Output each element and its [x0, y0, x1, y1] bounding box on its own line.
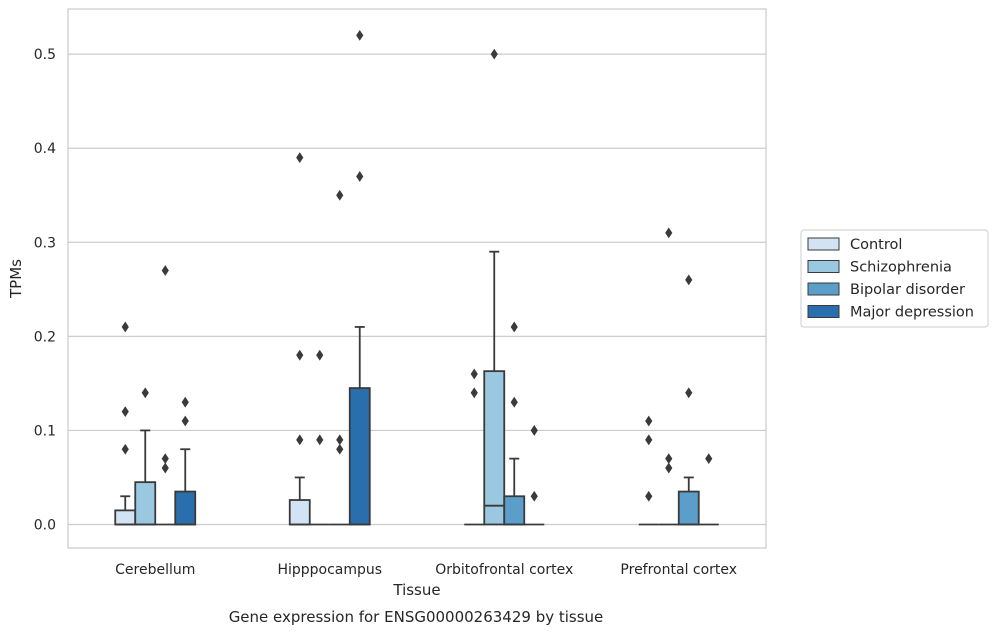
y-tick-label: 0.2 — [34, 329, 56, 345]
outlier-point — [336, 189, 344, 201]
y-tick-label: 0.4 — [34, 141, 56, 157]
box-group — [464, 368, 485, 526]
chart-caption: Gene expression for ENSG00000263429 by t… — [229, 608, 604, 626]
outlier-point — [530, 490, 538, 502]
outlier-point — [121, 321, 129, 333]
x-tick-label: Cerebellum — [115, 562, 195, 578]
outlier-point — [316, 349, 324, 361]
outlier-point — [665, 227, 673, 239]
box-group — [348, 29, 371, 526]
outlier-point — [296, 152, 304, 164]
legend-label: Control — [850, 237, 902, 253]
box-group — [309, 349, 330, 526]
box — [348, 387, 371, 526]
outlier-point — [645, 415, 653, 427]
box — [114, 509, 137, 526]
plot-area — [114, 29, 719, 526]
outlier-point — [296, 434, 304, 446]
outlier-point — [336, 434, 344, 446]
outlier-point — [685, 387, 693, 399]
outlier-point — [356, 171, 364, 182]
outlier-point — [490, 48, 498, 60]
plot-frame — [67, 8, 767, 549]
outlier-point — [356, 29, 364, 41]
outlier-point — [665, 453, 673, 465]
legend-label: Schizophrenia — [850, 260, 952, 276]
y-tick-label: 0.0 — [34, 517, 56, 533]
x-axis-label: Tissue — [392, 581, 440, 599]
box-group — [658, 227, 679, 526]
y-tick-label: 0.5 — [34, 47, 56, 63]
y-tick-label: 0.3 — [34, 235, 56, 251]
box-group — [503, 321, 526, 526]
box — [174, 490, 197, 526]
legend-swatch — [807, 282, 840, 296]
outlier-point — [121, 443, 129, 455]
outlier-point — [510, 396, 518, 408]
box-group — [677, 274, 700, 526]
outlier-point — [161, 453, 169, 465]
outlier-point — [121, 406, 129, 418]
outlier-point — [181, 415, 189, 427]
outlier-point — [705, 453, 713, 465]
box-group — [288, 152, 311, 526]
box-group — [698, 453, 719, 526]
legend-swatch — [807, 260, 840, 273]
legend-swatch — [807, 305, 840, 318]
legend-label: Major depression — [850, 305, 974, 321]
legend-label: Bipolar disorder — [850, 282, 965, 298]
box-group — [174, 396, 197, 526]
box — [288, 499, 311, 526]
outlier-point — [685, 274, 693, 286]
y-tick-label: 0.1 — [34, 423, 56, 439]
x-tick-label: Hipppocampus — [277, 562, 382, 578]
box — [134, 481, 157, 526]
x-axis-ticks: Cerebellum Hipppocampus Orbitofrontal cort… — [115, 562, 737, 578]
box-group — [524, 425, 545, 526]
outlier-point — [470, 368, 478, 380]
box-group — [155, 265, 176, 526]
y-axis-ticks: 0.0 0.1 0.2 0.3 0.4 0.5 — [34, 47, 56, 533]
outlier-point — [316, 434, 324, 446]
outlier-point — [336, 443, 344, 455]
box — [677, 490, 700, 526]
outlier-point — [510, 321, 518, 333]
x-tick-label: Prefrontal cortex — [620, 562, 737, 578]
legend: Control Schizophrenia Bipolar disorder Majo… — [800, 229, 989, 328]
outlier-point — [141, 387, 149, 399]
legend-swatch — [807, 237, 840, 251]
outlier-point — [470, 387, 478, 399]
outlier-point — [161, 462, 169, 474]
box — [483, 370, 506, 526]
outlier-point — [181, 396, 189, 408]
outlier-point — [645, 490, 653, 502]
outlier-point — [161, 265, 169, 276]
box-group — [329, 189, 350, 526]
x-tick-label: Orbitofrontal cortex — [435, 562, 573, 578]
outlier-point — [665, 462, 673, 474]
box-group — [638, 415, 659, 526]
outlier-point — [296, 349, 304, 361]
box-group — [483, 48, 506, 526]
box-group — [134, 387, 157, 526]
box — [503, 495, 526, 526]
box-group — [114, 321, 137, 526]
outlier-point — [530, 425, 538, 436]
outlier-point — [645, 434, 653, 446]
y-axis-label: TPMs — [7, 259, 25, 299]
legend-frame — [800, 229, 989, 328]
